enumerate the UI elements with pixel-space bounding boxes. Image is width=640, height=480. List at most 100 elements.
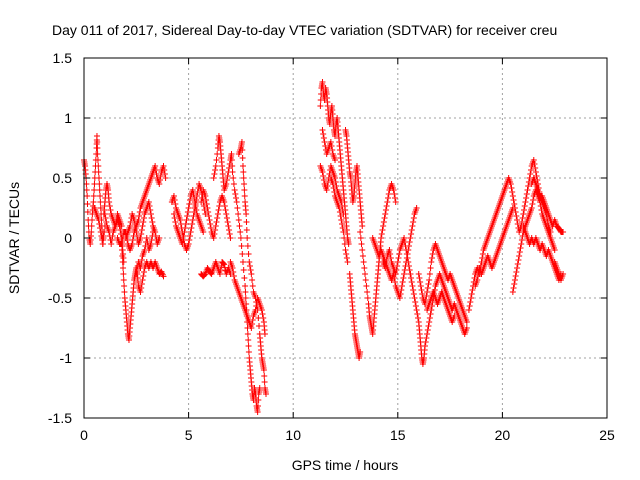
data-point <box>245 343 252 349</box>
data-point <box>205 213 212 219</box>
data-point <box>108 237 115 243</box>
data-point <box>136 209 143 215</box>
data-point <box>179 241 186 247</box>
data-point <box>428 259 435 265</box>
data-point <box>200 229 207 235</box>
data-point <box>138 231 145 237</box>
data-point <box>410 291 417 297</box>
data-point <box>510 197 517 203</box>
data-point <box>240 169 247 175</box>
data-point <box>396 251 403 257</box>
data-point <box>418 287 425 293</box>
data-point <box>97 225 104 231</box>
data-point <box>527 167 534 173</box>
data-point <box>256 385 263 391</box>
data-point <box>95 217 102 223</box>
data-point <box>244 243 251 249</box>
y-tick-label: 1.5 <box>53 50 73 66</box>
data-point <box>127 223 134 229</box>
x-tick-label: 25 <box>599 427 615 443</box>
data-point <box>140 269 147 275</box>
data-point <box>426 277 433 283</box>
data-point <box>172 201 179 207</box>
data-point <box>245 251 252 257</box>
data-point <box>417 279 424 285</box>
data-point <box>216 271 223 277</box>
data-point <box>223 181 230 187</box>
data-point <box>248 271 255 277</box>
data-point <box>357 229 364 235</box>
data-point <box>140 219 147 225</box>
data-point <box>479 251 486 257</box>
data-point <box>193 207 200 213</box>
data-point <box>324 183 331 189</box>
data-point <box>249 277 256 283</box>
data-point <box>410 215 417 221</box>
data-point <box>396 295 403 301</box>
data-point <box>212 227 219 233</box>
data-point <box>474 277 481 283</box>
data-point <box>145 199 152 205</box>
data-point <box>101 211 108 217</box>
data-point <box>94 151 101 157</box>
data-point <box>241 193 248 199</box>
data-point <box>108 241 115 247</box>
data-point <box>229 265 236 271</box>
data-point <box>451 313 458 319</box>
data-point <box>226 227 233 233</box>
data-point <box>261 379 268 385</box>
data-point <box>183 217 190 223</box>
data-point <box>380 223 387 229</box>
data-point <box>210 175 217 181</box>
data-point <box>191 199 198 205</box>
data-point <box>530 157 537 163</box>
data-point <box>532 165 539 171</box>
data-point <box>336 209 343 215</box>
data-point <box>327 139 334 145</box>
data-point <box>185 241 192 247</box>
data-point <box>147 211 154 217</box>
data-point <box>383 203 390 209</box>
data-point <box>255 397 262 403</box>
data-point <box>517 245 524 251</box>
data-point <box>341 241 348 247</box>
data-point <box>230 181 237 187</box>
data-point <box>381 215 388 221</box>
data-point <box>187 229 194 235</box>
data-point <box>220 260 227 267</box>
data-point <box>161 167 168 173</box>
data-point <box>243 227 250 233</box>
data-point <box>216 203 223 209</box>
data-point <box>339 221 346 227</box>
data-point <box>467 299 474 305</box>
data-point <box>474 273 481 279</box>
data-point <box>161 171 168 177</box>
data-point <box>249 283 256 289</box>
data-point <box>392 199 399 205</box>
data-point <box>521 203 528 209</box>
data-point <box>146 203 153 209</box>
data-point <box>160 163 167 169</box>
data-point <box>201 271 208 278</box>
data-point <box>424 327 431 333</box>
data-point <box>410 287 417 293</box>
data-point <box>247 267 254 273</box>
data-point <box>136 213 143 219</box>
data-point <box>261 373 268 379</box>
data-point <box>401 235 408 241</box>
data-point <box>393 267 400 273</box>
x-tick-label: 0 <box>80 427 88 443</box>
data-point <box>343 251 350 257</box>
data-point <box>512 273 519 279</box>
data-point <box>223 211 230 217</box>
data-point <box>252 307 259 313</box>
data-point <box>139 277 146 283</box>
data-point <box>513 213 520 219</box>
data-point <box>359 253 366 259</box>
data-point <box>426 315 433 321</box>
data-point <box>147 241 154 247</box>
data-point <box>236 223 243 229</box>
data-point <box>240 175 247 181</box>
data-point <box>425 281 432 287</box>
data-point <box>468 291 475 297</box>
